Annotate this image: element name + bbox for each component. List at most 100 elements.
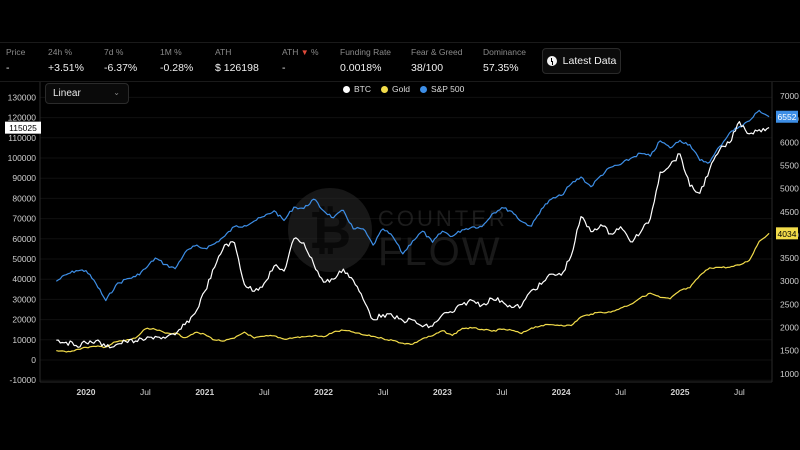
left-tick-label: 70000 <box>12 214 36 224</box>
stat-label-suffix: % <box>311 47 319 57</box>
right-tick-label: 5500 <box>780 160 799 170</box>
grid-lines <box>40 96 772 381</box>
legend-dot-gold <box>381 85 388 93</box>
right-tick-label: 1000 <box>780 369 799 379</box>
legend-label: S&P 500 <box>430 84 465 94</box>
gold-current-badge <box>776 227 798 240</box>
stat-label: Dominance <box>483 47 526 57</box>
x-tick-label: 2023 <box>433 387 452 397</box>
legend-dot-sp500 <box>419 85 427 93</box>
series-line-s-p-500 <box>55 109 770 302</box>
stat-label: Funding Rate <box>340 47 392 57</box>
stat-value: -6.37% <box>104 62 138 74</box>
left-tick-label: 40000 <box>12 274 36 284</box>
stat-value: +3.51% <box>48 62 84 74</box>
left-tick-label: 130000 <box>8 92 37 102</box>
stat-label-text: ATH <box>282 47 299 57</box>
stat-label: ATH <box>215 47 232 57</box>
right-tick-label: 1500 <box>780 346 799 356</box>
stat-funding-rate: Funding Rate 0.0018% <box>340 47 391 74</box>
stat-label: 24h % <box>48 47 73 57</box>
stat-value: -0.28% <box>160 62 194 74</box>
x-tick-label: Jul <box>259 387 270 397</box>
right-tick-label: 3000 <box>780 276 799 286</box>
x-axis: 2020 Jul 2021 Jul 2022 Jul 2023 Jul 2024 Jul 2025 J… <box>77 387 745 397</box>
stat-price: Price - <box>6 47 25 74</box>
x-tick-label: Jul <box>378 387 389 397</box>
right-tick-label: 5000 <box>780 184 799 194</box>
triangle-down-icon: ▼ <box>300 48 309 57</box>
right-tick-label: 2500 <box>780 299 799 309</box>
watermark-text-bottom: FLOW <box>378 230 502 274</box>
legend-item-sp500[interactable]: S&P 500 <box>419 84 465 94</box>
legend-label: BTC <box>354 84 371 94</box>
stat-label: Fear & Greed <box>411 47 463 57</box>
stat-label: 7d % <box>104 47 124 57</box>
x-tick-label: Jul <box>140 387 151 397</box>
chart-legend: BTC Gold S&P 500 <box>343 84 464 94</box>
x-tick-label: Jul <box>734 387 745 397</box>
left-tick-label: 50000 <box>12 254 36 264</box>
legend-dot-btc <box>343 85 350 93</box>
sp500-current-value: 6552 <box>778 112 797 122</box>
right-tick-label: 4500 <box>780 207 799 217</box>
left-tick-label: 120000 <box>8 113 37 123</box>
stat-ath-drawdown: ATH ▼ % - <box>282 47 319 74</box>
watermark-text-top: COUNTER <box>378 206 508 231</box>
left-tick-label: 90000 <box>12 173 36 183</box>
left-tick-label: 100000 <box>8 153 37 163</box>
left-axis: -10000 0 10000 20000 30000 40000 50000 60000 700… <box>8 92 37 385</box>
left-tick-label: -10000 <box>10 375 37 385</box>
left-tick-label: 10000 <box>12 335 36 345</box>
stat-24h: 24h % +3.51% <box>48 47 84 74</box>
stat-value: - <box>6 62 10 74</box>
stat-7d: 7d % -6.37% <box>104 47 137 74</box>
series-line-gold <box>56 232 770 353</box>
legend-item-gold[interactable]: Gold <box>381 84 410 94</box>
watermark-bitcoin-icon <box>288 188 372 272</box>
stat-value: 0.0018% <box>340 62 382 74</box>
stat-label: 1M % <box>160 47 182 57</box>
btc-current-badge <box>5 121 41 134</box>
legend-item-btc[interactable]: BTC <box>343 84 371 94</box>
left-tick-label: 20000 <box>12 315 36 325</box>
stat-label: Price <box>6 47 26 57</box>
scale-select-value: Linear <box>53 88 81 99</box>
x-tick-label: 2021 <box>195 387 214 397</box>
x-tick-label: Jul <box>615 387 626 397</box>
right-tick-label: 6000 <box>780 137 799 147</box>
x-tick-label: 2025 <box>671 387 690 397</box>
stat-ath: ATH $ 126198 <box>215 47 259 74</box>
right-tick-label: 2000 <box>780 323 799 333</box>
left-tick-label: 0 <box>31 355 36 365</box>
sp500-current-badge <box>776 110 798 123</box>
stat-1m: 1M % -0.28% <box>160 47 193 74</box>
chevron-down-icon: ⌄ <box>113 88 120 97</box>
scale-select[interactable]: Linear ⌄ <box>45 83 129 104</box>
stat-dominance: Dominance 57.35% <box>483 47 526 74</box>
stat-value: $ 126198 <box>215 62 259 74</box>
stat-value: - <box>282 62 286 74</box>
stats-bar: Price - 24h % +3.51% 7d % -6.37% 1M % -0… <box>0 42 800 82</box>
watermark: ₿ COUNTER FLOW <box>288 188 508 274</box>
watermark-bitcoin-glyph: ₿ <box>309 202 351 260</box>
x-tick-label: 2022 <box>314 387 333 397</box>
series-line-btc <box>56 121 770 349</box>
stat-label: ATH ▼ % <box>282 47 319 57</box>
legend-label: Gold <box>392 84 410 94</box>
latest-data-label: Latest Data <box>562 55 617 67</box>
gold-current-value: 4034 <box>778 229 797 239</box>
right-tick-label: 3500 <box>780 253 799 263</box>
right-tick-label: 7000 <box>780 91 799 101</box>
left-tick-label: 60000 <box>12 234 36 244</box>
x-tick-label: 2020 <box>77 387 96 397</box>
x-tick-label: 2024 <box>552 387 571 397</box>
left-tick-label: 80000 <box>12 193 36 203</box>
left-tick-label: 110000 <box>8 133 36 143</box>
stat-fear-greed: Fear & Greed 38/100 <box>411 47 463 74</box>
stat-value: 57.35% <box>483 62 519 74</box>
latest-data-button[interactable]: Latest Data <box>542 48 621 74</box>
clock-icon <box>546 56 557 66</box>
x-tick-label: Jul <box>496 387 507 397</box>
